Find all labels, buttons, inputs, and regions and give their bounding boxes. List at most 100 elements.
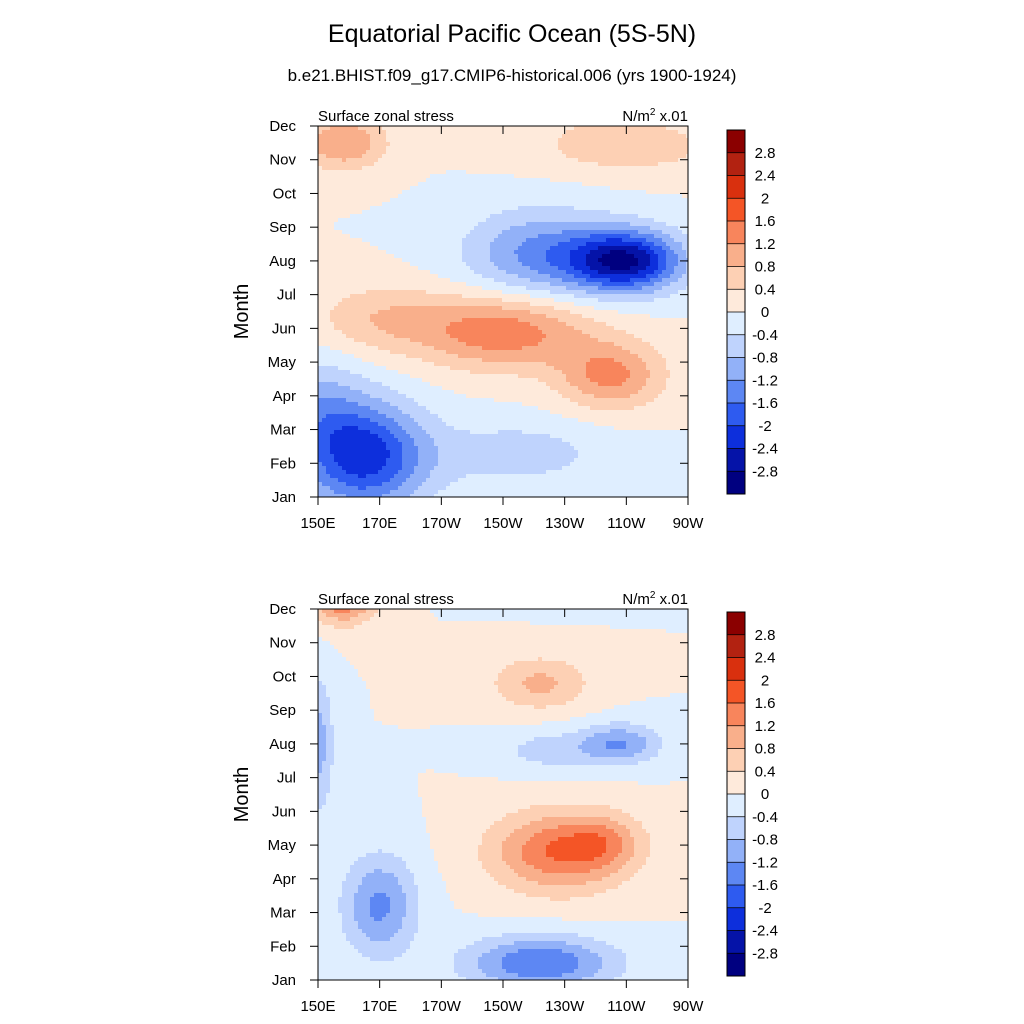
heatmap-cell — [554, 234, 559, 239]
heatmap-cell — [642, 238, 647, 243]
heatmap-cell — [574, 322, 579, 327]
heatmap-cell — [678, 154, 683, 159]
heatmap-cell — [430, 162, 435, 167]
heatmap-cell — [670, 174, 675, 179]
heatmap-cell — [550, 202, 555, 207]
heatmap-cell — [442, 174, 447, 179]
heatmap-cell — [366, 326, 371, 331]
heatmap-cell — [350, 318, 355, 323]
heatmap-cell — [642, 326, 647, 331]
heatmap-cell — [382, 302, 387, 307]
heatmap-cell — [598, 142, 603, 147]
heatmap-cell — [442, 322, 447, 327]
heatmap-cell — [354, 274, 359, 279]
heatmap-cell — [430, 294, 435, 299]
heatmap-cell — [442, 266, 447, 271]
heatmap-cell — [686, 334, 688, 339]
heatmap-cell — [394, 242, 399, 247]
heatmap-cell — [582, 314, 587, 319]
heatmap-cell — [626, 186, 631, 191]
heatmap-cell — [398, 126, 403, 131]
heatmap-cell — [410, 246, 415, 251]
heatmap-cell — [554, 174, 559, 179]
heatmap-cell — [634, 178, 639, 183]
heatmap-cell — [490, 178, 495, 183]
heatmap-cell — [626, 306, 631, 311]
heatmap-cell — [450, 206, 455, 211]
heatmap-cell — [566, 182, 571, 187]
heatmap-cell — [450, 158, 455, 163]
heatmap-cell — [626, 250, 631, 255]
heatmap-cell — [334, 326, 339, 331]
heatmap-cell — [562, 278, 567, 283]
heatmap-cell — [530, 174, 535, 179]
heatmap-cell — [502, 130, 507, 135]
heatmap-cell — [378, 190, 383, 195]
heatmap-cell — [446, 178, 451, 183]
heatmap-cell — [654, 310, 659, 315]
heatmap-cell — [318, 206, 323, 211]
heatmap-cell — [522, 326, 527, 331]
heatmap-cell — [622, 246, 627, 251]
heatmap-cell — [490, 282, 495, 287]
heatmap-cell — [686, 318, 688, 323]
heatmap-cell — [650, 222, 655, 227]
heatmap-cell — [634, 158, 639, 163]
heatmap-cell — [606, 242, 611, 247]
heatmap-cell — [682, 182, 687, 187]
heatmap-cell — [350, 158, 355, 163]
heatmap-cell — [358, 138, 363, 143]
heatmap-cell — [578, 278, 583, 283]
heatmap-cell — [622, 270, 627, 275]
heatmap-cell — [666, 254, 671, 259]
heatmap-cell — [586, 278, 591, 283]
heatmap-cell — [562, 146, 567, 151]
heatmap-cell — [518, 178, 523, 183]
heatmap-cell — [682, 330, 687, 335]
heatmap-cell — [594, 226, 599, 231]
heatmap-cell — [362, 330, 367, 335]
heatmap-cell — [330, 138, 335, 143]
heatmap-cell — [342, 246, 347, 251]
heatmap-cell — [378, 302, 383, 307]
heatmap-cell — [610, 158, 615, 163]
heatmap-cell — [678, 162, 683, 167]
heatmap-cell — [358, 326, 363, 331]
heatmap-cell — [318, 218, 323, 223]
heatmap-cell — [430, 274, 435, 279]
heatmap-cell — [642, 214, 647, 219]
heatmap-cell — [614, 186, 619, 191]
heatmap-cell — [466, 182, 471, 187]
heatmap-cell — [474, 266, 479, 271]
heatmap-cell — [478, 142, 483, 147]
heatmap-cell — [498, 290, 503, 295]
heatmap-cell — [546, 258, 551, 263]
heatmap-cell — [414, 262, 419, 267]
heatmap-cell — [458, 330, 463, 335]
heatmap-cell — [334, 138, 339, 143]
heatmap-cell — [670, 274, 675, 279]
heatmap-cell — [346, 282, 351, 287]
heatmap-cell — [478, 338, 483, 343]
heatmap-cell — [482, 226, 487, 231]
heatmap-cell — [322, 274, 327, 279]
heatmap-cell — [506, 162, 511, 167]
heatmap-cell — [586, 142, 591, 147]
heatmap-cell — [678, 242, 683, 247]
heatmap-cell — [514, 194, 519, 199]
heatmap-cell — [474, 190, 479, 195]
heatmap-cell — [586, 186, 591, 191]
heatmap-cell — [598, 130, 603, 135]
heatmap-cell — [598, 334, 603, 339]
heatmap-cell — [606, 266, 611, 271]
heatmap-cell — [338, 130, 343, 135]
heatmap-cell — [502, 138, 507, 143]
heatmap-cell — [362, 194, 367, 199]
heatmap-cell — [366, 182, 371, 187]
heatmap-cell — [530, 294, 535, 299]
heatmap-cell — [338, 278, 343, 283]
heatmap-cell — [462, 266, 467, 271]
heatmap-cell — [534, 254, 539, 259]
heatmap-cell — [394, 234, 399, 239]
heatmap-cell — [342, 266, 347, 271]
